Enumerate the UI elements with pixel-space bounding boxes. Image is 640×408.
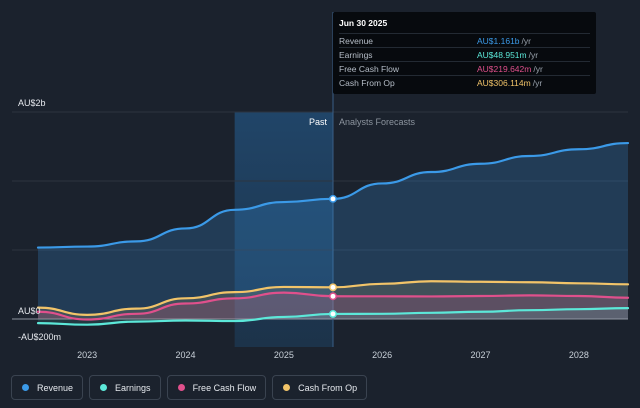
tooltip-unit: /yr	[533, 63, 543, 74]
legend-label: Earnings	[115, 382, 151, 393]
legend-item-revenue[interactable]: Revenue	[11, 375, 84, 400]
legend-dot-icon	[177, 384, 185, 391]
tooltip-row-free-cash-flow: Free Cash Flow AU$219.642m /yr	[339, 61, 590, 75]
past-region	[234, 112, 333, 347]
tooltip-label: Free Cash Flow	[339, 63, 399, 74]
x-tick-label: 2026	[372, 350, 392, 360]
legend: Revenue Earnings Free Cash Flow Cash Fro…	[11, 375, 368, 400]
legend-label: Revenue	[37, 382, 74, 393]
tooltip-date: Jun 30 2025	[339, 18, 388, 28]
tooltip-unit: /yr	[532, 77, 543, 88]
point-cash-from-op	[329, 283, 337, 292]
x-tick-label: 2027	[470, 350, 490, 360]
gridlines	[12, 12, 628, 347]
tooltip-value: AU$306.114m	[477, 77, 531, 88]
legend-dot-icon	[100, 384, 108, 391]
chart-background	[234, 112, 333, 347]
x-tick-label: 2028	[569, 350, 589, 360]
tooltip-label: Cash From Op	[339, 77, 395, 88]
axis-labels: AU$2b AU$0 -AU$200m Past Analysts Forecasts 2…	[18, 98, 589, 360]
tooltip-row-revenue: Revenue AU$1.161b /yr	[339, 33, 590, 47]
tooltip-unit: /yr	[528, 49, 539, 60]
legend-item-free-cash-flow[interactable]: Free Cash Flow	[166, 375, 267, 400]
point-free-cash-flow	[329, 292, 337, 301]
y-label-bottom: -AU$200m	[18, 332, 61, 342]
tooltip-label: Revenue	[339, 35, 374, 46]
x-tick-label: 2023	[77, 350, 97, 360]
y-label-top: AU$2b	[18, 98, 46, 108]
legend-dot-icon	[22, 384, 29, 391]
area-revenue	[38, 143, 628, 319]
legend-item-cash-from-op[interactable]: Cash From Op	[272, 375, 368, 400]
tooltip: Jun 30 2025 Revenue AU$1.161b /yr Earnin…	[333, 12, 596, 94]
tooltip-row-cash-from-op: Cash From Op AU$306.114m /yr	[339, 75, 590, 89]
point-earnings	[329, 309, 337, 318]
tooltip-value: AU$48.951m	[477, 49, 527, 60]
past-label: Past	[309, 117, 328, 127]
tooltip-value: AU$219.642m	[477, 63, 532, 74]
tooltip-unit: /yr	[521, 35, 531, 46]
x-tick-label: 2024	[175, 350, 195, 360]
x-tick-label: 2025	[274, 350, 294, 360]
legend-item-earnings[interactable]: Earnings	[89, 375, 161, 400]
legend-label: Cash From Op	[298, 382, 358, 393]
tooltip-value: AU$1.161b	[477, 35, 520, 46]
tooltip-label: Earnings	[339, 49, 373, 60]
legend-label: Free Cash Flow	[192, 382, 257, 393]
tooltip-row-earnings: Earnings AU$48.951m /yr	[339, 47, 590, 61]
y-label-zero: AU$0	[18, 306, 41, 316]
divider-markers	[329, 194, 337, 318]
legend-dot-icon	[283, 384, 291, 391]
forecast-label: Analysts Forecasts	[339, 117, 416, 127]
point-revenue	[329, 194, 337, 203]
